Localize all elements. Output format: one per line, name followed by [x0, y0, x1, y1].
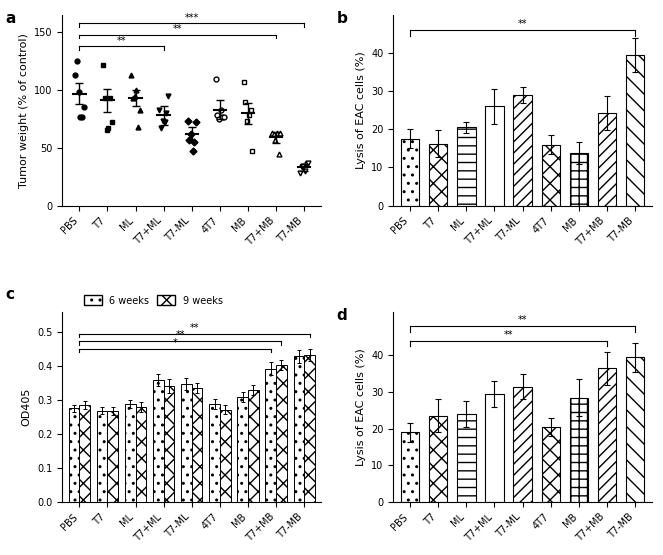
- Bar: [153, 380, 164, 502]
- Bar: [429, 416, 448, 502]
- Bar: [304, 355, 315, 502]
- Bar: [135, 407, 147, 502]
- Bar: [276, 365, 287, 502]
- Text: **: **: [518, 315, 527, 325]
- Bar: [210, 404, 220, 502]
- Bar: [626, 357, 644, 502]
- Text: **: **: [117, 36, 126, 46]
- Bar: [457, 414, 475, 502]
- Bar: [485, 107, 504, 205]
- Bar: [248, 390, 259, 502]
- Bar: [107, 411, 118, 502]
- Bar: [97, 411, 107, 502]
- Bar: [542, 145, 560, 205]
- Bar: [125, 404, 135, 502]
- Text: **: **: [504, 330, 513, 340]
- Bar: [542, 427, 560, 502]
- Bar: [265, 369, 276, 502]
- Bar: [69, 408, 80, 502]
- Text: a: a: [5, 11, 16, 26]
- Bar: [220, 410, 231, 502]
- Bar: [485, 394, 504, 502]
- Bar: [626, 55, 644, 205]
- Bar: [570, 153, 588, 205]
- Y-axis label: OD405: OD405: [22, 387, 32, 426]
- Bar: [192, 388, 202, 502]
- Text: d: d: [336, 307, 347, 322]
- Bar: [294, 356, 304, 502]
- Bar: [513, 95, 532, 205]
- Bar: [598, 113, 616, 205]
- Bar: [164, 386, 174, 502]
- Y-axis label: Tumor weight (% of control): Tumor weight (% of control): [19, 33, 29, 188]
- Y-axis label: Lysis of EAC cells (%): Lysis of EAC cells (%): [355, 348, 366, 466]
- Bar: [598, 369, 616, 502]
- Text: ***: ***: [185, 13, 199, 23]
- Bar: [457, 128, 475, 205]
- Bar: [401, 432, 419, 502]
- Text: b: b: [336, 11, 347, 26]
- Bar: [513, 387, 532, 502]
- Bar: [237, 397, 248, 502]
- Bar: [401, 139, 419, 205]
- Y-axis label: Lysis of EAC cells (%): Lysis of EAC cells (%): [355, 52, 366, 169]
- Text: **: **: [190, 322, 199, 332]
- Legend: 6 weeks, 9 weeks: 6 weeks, 9 weeks: [80, 291, 226, 310]
- Text: *: *: [172, 338, 178, 348]
- Bar: [80, 405, 90, 502]
- Bar: [429, 144, 448, 205]
- Bar: [570, 397, 588, 502]
- Bar: [181, 384, 192, 502]
- Text: **: **: [518, 19, 527, 29]
- Text: **: **: [173, 24, 182, 34]
- Text: c: c: [5, 287, 15, 302]
- Text: **: **: [176, 330, 185, 340]
